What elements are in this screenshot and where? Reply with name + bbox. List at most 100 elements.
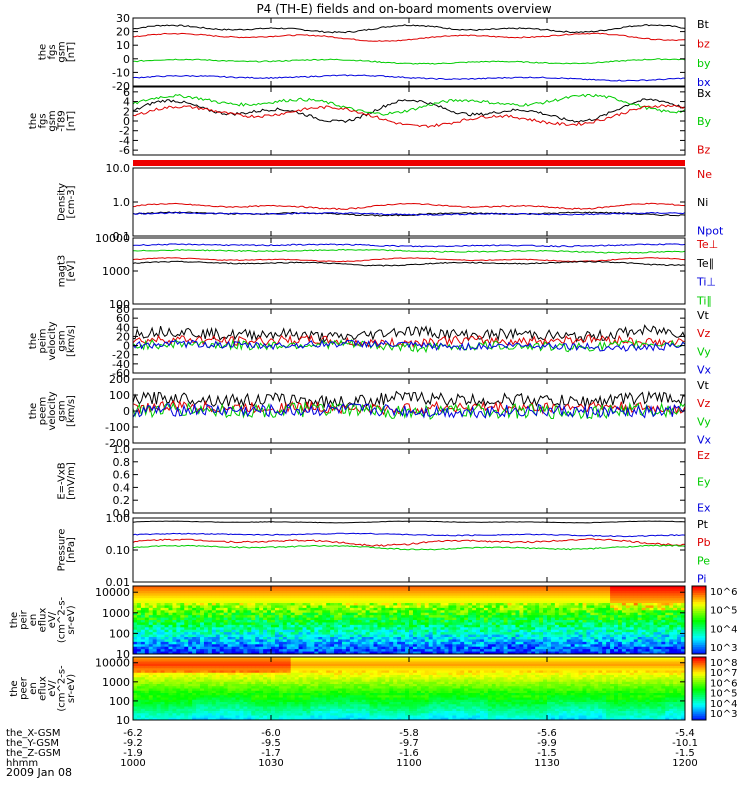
legend-label: Pt: [697, 518, 709, 531]
ephemeris-value: -5.8: [399, 728, 419, 739]
legend-label: Vt: [697, 379, 710, 392]
ephemeris-value: 1030: [258, 758, 283, 769]
y-axis-label-line: eV/: [47, 680, 58, 697]
y-axis-label-line: velocity: [47, 321, 58, 360]
ephemeris-row-label: the_Y-GSM: [6, 738, 59, 749]
legend-label: Bz: [697, 143, 711, 156]
y-tick-label: 10000: [95, 657, 130, 670]
y-axis-label-line: [nT]: [66, 111, 77, 131]
ephemeris-value: 1100: [396, 758, 421, 769]
legend-label: bz: [697, 37, 710, 50]
y-tick-label: -6: [119, 144, 130, 157]
y-tick-label: 100: [109, 695, 130, 708]
series-line-pi: [132, 532, 686, 538]
legend-label: by: [697, 57, 711, 70]
legend-label: Vy: [697, 345, 711, 358]
colorbar-tick-label: 10^6: [710, 587, 737, 598]
y-tick-label: 0.8: [113, 456, 131, 469]
y-tick-label: -4: [119, 134, 130, 147]
y-axis-label-line: peir: [19, 609, 30, 629]
y-tick-label: 1.0: [113, 443, 131, 456]
date-label: 2009 Jan 08: [6, 766, 72, 779]
legend-label: Ey: [697, 475, 711, 488]
y-axis-label-line: the: [28, 333, 39, 349]
series-line-vx: [132, 339, 686, 352]
y-tick-label: -40: [112, 358, 130, 371]
y-tick-label: 0: [123, 53, 130, 66]
y-tick-label: -100: [105, 421, 130, 434]
y-axis-label-line: velocity: [47, 391, 58, 430]
y-axis-label-line: peim: [38, 328, 49, 353]
y-axis-label-line: the: [9, 612, 20, 628]
y-tick-label: 10000: [95, 586, 130, 599]
y-tick-label: 100: [109, 389, 130, 402]
y-tick-label: 1000: [102, 265, 130, 278]
series-line-ti∥: [132, 248, 686, 254]
y-axis-label-line: [nPa]: [66, 537, 77, 563]
y-axis-label-line: magt3: [57, 255, 68, 288]
y-axis-label-line: sr-eV): [66, 674, 77, 703]
series-line-ti⊥: [132, 243, 686, 248]
y-tick-label: 0.10: [106, 544, 131, 557]
y-axis-label-line: (cm^2-s-: [57, 596, 68, 643]
legend-label: bx: [697, 76, 711, 89]
y-tick-label: 10000: [95, 232, 130, 245]
y-tick-label: -20: [112, 80, 130, 93]
legend-label: Te∥: [696, 257, 714, 270]
y-axis-label-line: [km/s]: [66, 395, 77, 427]
ephemeris-value: 1000: [120, 758, 145, 769]
series-line-bt: [132, 24, 686, 34]
legend-label: Ti⊥: [696, 276, 716, 289]
y-tick-label: 60: [116, 312, 130, 325]
y-axis-label-line: gsm: [47, 110, 58, 131]
y-axis-label-line: [nT]: [66, 42, 77, 62]
ephemeris-value: -10.1: [672, 738, 698, 749]
legend-label: Pe: [697, 554, 710, 567]
y-tick-label: 2: [123, 105, 130, 118]
series-line-vz: [132, 333, 685, 349]
legend-label: Vx: [697, 433, 712, 446]
y-axis-label-line: eflux: [38, 676, 49, 701]
y-axis-label-line: eflux: [38, 608, 49, 633]
ephemeris-value: -1.6: [399, 748, 419, 759]
ephemeris-value: -1.5: [537, 748, 557, 759]
y-axis-label-line: peem: [38, 397, 49, 425]
y-axis-label-line: gsm: [57, 330, 68, 351]
colorbar: 10^810^710^610^510^410^3: [691, 656, 737, 721]
y-tick-label: 0: [123, 405, 130, 418]
ephemeris-row-label: hhmm: [6, 758, 38, 769]
panel-frame: [132, 167, 686, 237]
y-tick-label: -200: [105, 437, 130, 450]
legend-label: Ez: [697, 449, 710, 462]
y-tick-label: 40: [116, 321, 130, 334]
y-tick-label: 0.01: [106, 576, 131, 589]
y-axis-label-line: fgs: [38, 113, 49, 128]
y-tick-label: 10: [116, 714, 130, 727]
y-tick-label: 100: [109, 627, 130, 640]
series-line-bz: [132, 104, 686, 129]
legend-label: Vz: [697, 397, 711, 410]
y-tick-label: 0: [123, 115, 130, 128]
colorbar-tick-label: 10^3: [710, 709, 737, 720]
ephemeris-value: -9.7: [399, 738, 419, 749]
legend-label: Vz: [697, 327, 711, 340]
panel-frame: [132, 448, 686, 514]
ephemeris-value: -1.7: [261, 748, 281, 759]
y-axis-label-line: the: [28, 113, 39, 129]
legend-label: Npot: [697, 224, 724, 237]
series-line-bx: [132, 98, 686, 124]
panel-3: Density[cm-3] Ne Ni Npot 10.0 1.0 0.1: [57, 162, 724, 243]
series-line-ne: [132, 202, 686, 211]
y-tick-label: 0.6: [113, 469, 131, 482]
y-axis-label-line: the: [28, 403, 39, 419]
y-axis-label-line: E=-VxB: [57, 462, 68, 499]
y-tick-label: 0.4: [113, 481, 131, 494]
legend-label: Ne: [697, 168, 712, 181]
panel-8: Pressure[nPa] Pt Pb Pe Pi 1.00 0.10 0.01: [57, 512, 711, 589]
ephemeris-value: -6.2: [123, 728, 143, 739]
y-tick-label: 1.00: [106, 512, 131, 525]
